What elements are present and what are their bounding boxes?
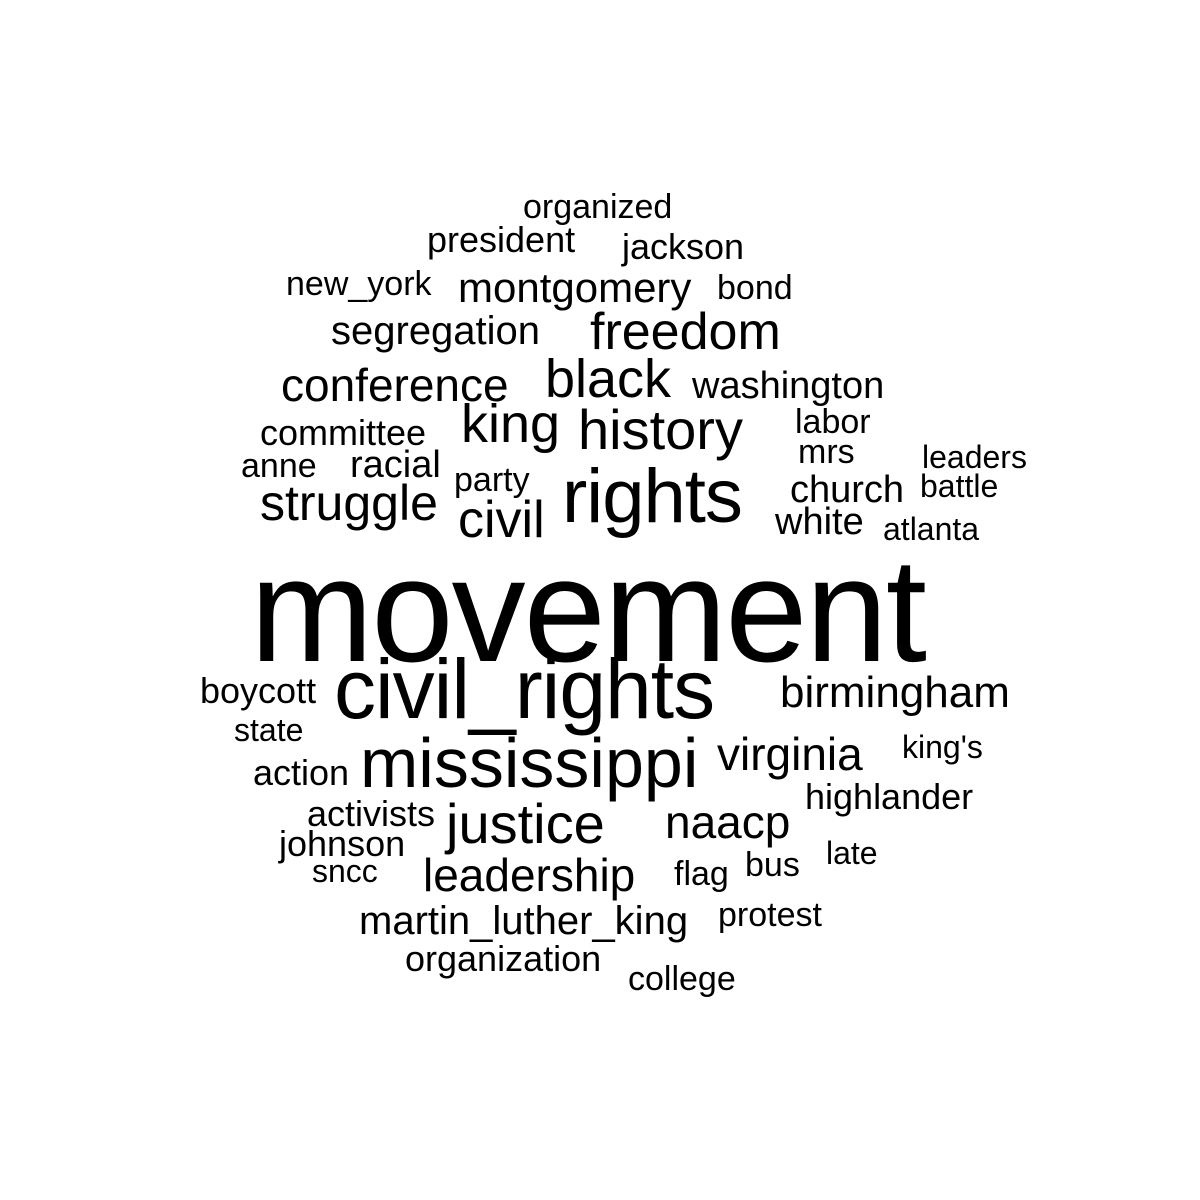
word-organization: organization [405, 938, 602, 979]
word-late: late [826, 835, 878, 871]
word-white: white [775, 501, 864, 543]
word-justice: justice [446, 792, 605, 855]
word-martin-luther-king: martin_luther_king [359, 899, 689, 943]
word-civil: civil [458, 491, 545, 549]
word-racial: racial [350, 444, 441, 486]
word-civil-rights: civil_rights [334, 642, 715, 736]
word-birmingham: birmingham [780, 668, 1010, 717]
word-boycott: boycott [200, 670, 317, 711]
word-washington: washington [692, 365, 885, 407]
word-mrs: mrs [798, 433, 855, 471]
word-church: church [790, 469, 905, 511]
word-rights: rights [562, 454, 743, 539]
word-history: history [578, 398, 743, 461]
word-bus: bus [745, 846, 800, 884]
word-segregation: segregation [331, 309, 541, 353]
word-state: state [234, 712, 304, 748]
word-jackson: jackson [622, 226, 745, 267]
word-leaders: leaders [922, 439, 1027, 475]
word-freedom: freedom [590, 303, 781, 361]
word-kings: king's [902, 729, 983, 765]
word-party: party [454, 461, 530, 499]
word-johnson: johnson [279, 823, 406, 864]
word-flag: flag [674, 855, 729, 893]
word-labor: labor [795, 403, 871, 441]
word-action: action [253, 752, 350, 793]
word-naacp: naacp [665, 796, 791, 848]
word-mississippi: mississippi [360, 724, 699, 802]
word-montgomery: montgomery [458, 264, 692, 311]
word-president: president [427, 219, 576, 260]
word-activists: activists [307, 793, 436, 834]
word-atlanta: atlanta [883, 511, 980, 547]
word-bond: bond [717, 269, 793, 307]
word-black: black [545, 349, 672, 409]
word-protest: protest [718, 896, 822, 934]
word-struggle: struggle [260, 475, 438, 531]
word-leadership: leadership [423, 849, 636, 901]
word-new-york: new_york [286, 265, 432, 303]
word-highlander: highlander [805, 776, 974, 817]
word-anne: anne [241, 447, 317, 485]
word-virginia: virginia [717, 728, 863, 780]
word-king: king [461, 394, 561, 454]
word-sncc: sncc [312, 853, 378, 889]
word-conference: conference [281, 359, 509, 411]
word-movement: movement [250, 528, 927, 693]
word-college: college [628, 960, 736, 998]
word-organized: organized [523, 188, 673, 226]
word-committee: committee [260, 412, 427, 453]
word-battle: battle [920, 468, 999, 504]
